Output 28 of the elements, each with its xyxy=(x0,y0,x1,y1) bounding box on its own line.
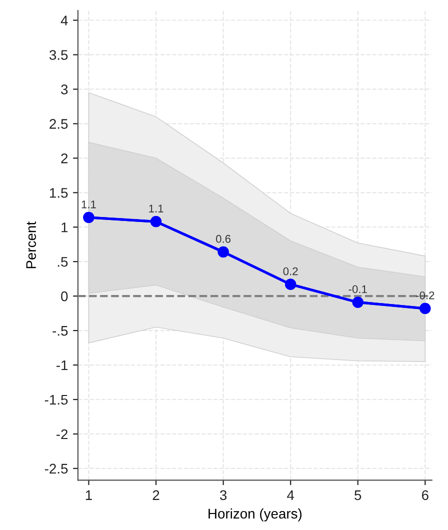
x-tick-label: 4 xyxy=(287,490,294,500)
y-tick-label: 0 xyxy=(61,291,68,302)
y-tick-label: 2.5 xyxy=(50,119,68,129)
y-tick-label: -2.5 xyxy=(44,464,68,474)
x-tick-label: 5 xyxy=(354,490,362,500)
x-tick-label: 6 xyxy=(422,490,428,500)
y-tick-label: 4 xyxy=(60,16,68,26)
y-tick-label: .5 xyxy=(58,257,68,267)
data-label: 0.2 xyxy=(283,267,298,276)
x-tick-label: 1 xyxy=(86,490,92,500)
x-axis-title: Horizon (years) xyxy=(208,508,302,522)
data-label: 1.1 xyxy=(149,204,164,212)
data-label: -0.2 xyxy=(416,291,434,300)
y-tick-label: -.5 xyxy=(52,326,68,336)
y-axis-title: Percent xyxy=(26,222,36,268)
data-label: 0.6 xyxy=(216,234,231,243)
y-tick-label: -1.5 xyxy=(44,394,68,405)
y-tick-label: -1 xyxy=(56,360,68,370)
x-tick-label: 2 xyxy=(152,490,160,500)
y-tick-label: 2 xyxy=(61,153,68,164)
y-tick-label: -2 xyxy=(56,429,68,440)
y-tick-label: 1 xyxy=(62,222,68,232)
y-tick-label: 1.5 xyxy=(50,188,68,198)
data-label: 1.1 xyxy=(82,200,96,208)
y-tick-label: 3 xyxy=(61,84,68,94)
data-label: -0.1 xyxy=(348,285,367,294)
y-tick-label: 3.5 xyxy=(49,50,68,60)
x-tick-label: 3 xyxy=(220,490,227,500)
